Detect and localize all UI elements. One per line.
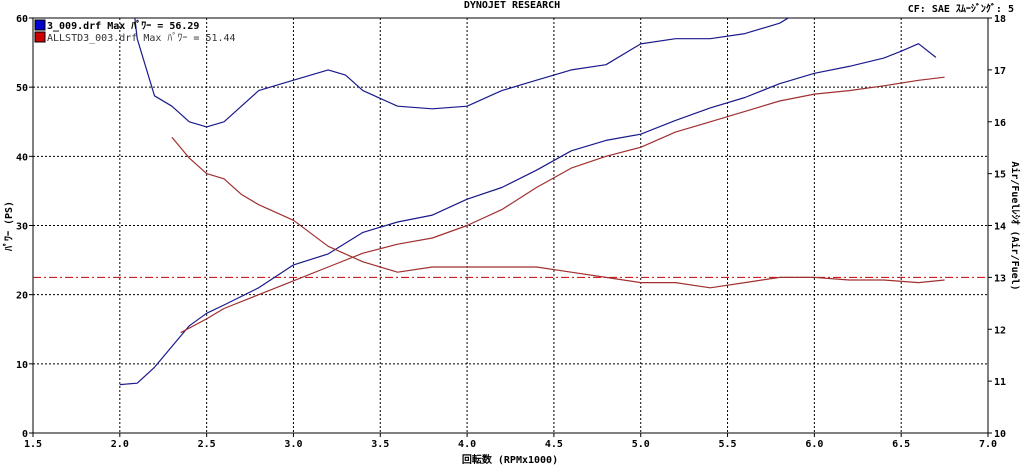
y-right-tick-label: 11 xyxy=(994,377,1006,388)
series-line-air-fuel-blue xyxy=(134,18,790,128)
y-left-tick-label: 20 xyxy=(16,291,28,302)
x-axis-ticks: 1.5 2.0 2.5 3.0 3.5 4.0 4.5 5.0 5.5 6.0 6.5 7.0 xyxy=(24,433,997,450)
y-right-tick-label: 18 xyxy=(994,14,1006,25)
y-right-tick-label: 14 xyxy=(994,222,1006,233)
series-line-power-blue xyxy=(119,43,937,386)
y-right-tick-label: 17 xyxy=(994,66,1006,77)
y-left-tick-label: 50 xyxy=(16,83,28,94)
chart-title: DYNOJET RESEARCH xyxy=(463,0,561,11)
y-left-axis-label: ﾊﾟﾜｰ (PS) xyxy=(2,201,15,252)
x-tick-label: 7.0 xyxy=(979,439,997,450)
y-right-tick-label: 13 xyxy=(994,273,1006,284)
x-tick-label: 3.5 xyxy=(371,439,389,450)
x-tick-label: 1.5 xyxy=(24,439,42,450)
correction-factor-text: CF: SAE ｽﾑｰｼﾞﾝｸﾞ: 5 xyxy=(907,4,1014,15)
y-left-axis-ticks: 0 10 20 30 40 50 60 xyxy=(16,14,33,440)
series-group xyxy=(119,18,945,386)
y-right-tick-label: 12 xyxy=(994,325,1006,336)
y-left-tick-label: 40 xyxy=(16,152,28,163)
y-left-tick-label: 30 xyxy=(16,222,28,233)
y-right-axis-label: Air/Fuelﾚｼｵ (Air/Fuel) xyxy=(1009,161,1021,290)
y-right-tick-label: 10 xyxy=(994,429,1006,440)
legend-label-1: 3_009.drf Max ﾊﾟﾜｰ = 56.29 xyxy=(47,19,199,32)
y-left-tick-label: 10 xyxy=(16,360,28,371)
legend: 3_009.drf Max ﾊﾟﾜｰ = 56.29 ALLSTD3_003.d… xyxy=(34,19,236,44)
x-tick-label: 5.5 xyxy=(719,439,737,450)
series-line-power-red xyxy=(180,76,945,334)
y-right-tick-label: 16 xyxy=(994,118,1006,129)
grid-lines xyxy=(33,18,988,433)
x-tick-label: 5.0 xyxy=(632,439,650,450)
y-left-tick-label: 0 xyxy=(22,429,28,440)
series-line-air-fuel-red xyxy=(171,136,945,289)
x-tick-label: 2.0 xyxy=(111,439,129,450)
y-right-axis-ticks: 10 11 12 13 14 15 16 17 18 xyxy=(988,14,1006,440)
x-tick-label: 3.0 xyxy=(284,439,302,450)
legend-label-2: ALLSTD3_003.drf Max ﾊﾟﾜｰ = 51.44 xyxy=(47,32,236,44)
legend-swatch-1 xyxy=(34,19,46,31)
x-tick-label: 4.0 xyxy=(458,439,476,450)
x-tick-label: 6.5 xyxy=(892,439,910,450)
legend-swatch-2 xyxy=(34,31,46,43)
x-tick-label: 6.0 xyxy=(805,439,823,450)
y-right-tick-label: 15 xyxy=(994,170,1006,181)
x-tick-label: 4.5 xyxy=(545,439,563,450)
x-tick-label: 2.5 xyxy=(198,439,216,450)
y-left-tick-label: 60 xyxy=(16,14,28,25)
x-axis-label: 回転数 (RPMx1000) xyxy=(462,453,558,466)
